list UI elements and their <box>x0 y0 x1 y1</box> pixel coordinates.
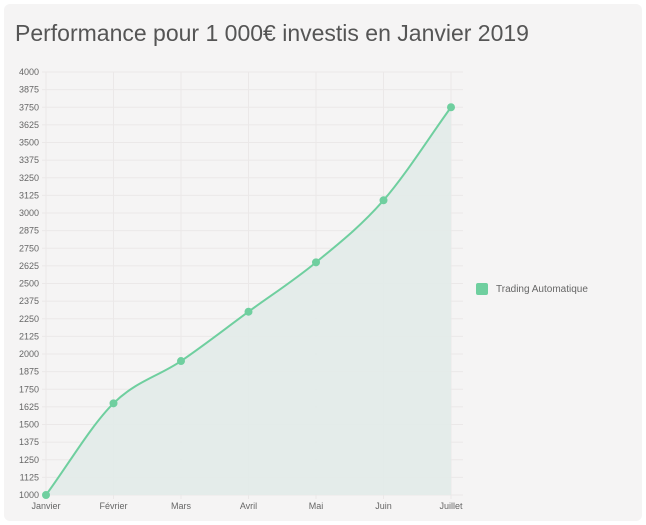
x-tick-label: Mars <box>171 501 191 511</box>
chart-title: Performance pour 1 000€ investis en Janv… <box>15 20 529 46</box>
data-point <box>447 103 455 112</box>
x-tick-label: Juin <box>375 501 392 511</box>
y-tick-label: 3500 <box>19 138 39 148</box>
y-tick-label: 3375 <box>19 155 39 165</box>
y-tick-label: 1375 <box>19 437 39 447</box>
y-tick-label: 3625 <box>19 120 39 130</box>
y-tick-label: 1000 <box>19 490 39 500</box>
x-tick-label: Juillet <box>439 501 463 511</box>
series-area-fill <box>46 107 451 495</box>
legend[interactable]: Trading Automatique <box>476 283 588 295</box>
y-tick-label: 2250 <box>19 314 39 324</box>
y-tick-label: 1625 <box>19 402 39 412</box>
y-tick-label: 1750 <box>19 384 39 394</box>
x-tick-label: Janvier <box>31 501 60 511</box>
y-tick-label: 1250 <box>19 455 39 465</box>
y-tick-label: 3250 <box>19 173 39 183</box>
y-tick-label: 1125 <box>20 472 39 482</box>
y-tick-label: 1875 <box>19 367 39 377</box>
point-layer <box>42 103 455 499</box>
legend-swatch <box>476 283 488 295</box>
legend-label: Trading Automatique <box>496 283 588 295</box>
y-tick-label: 3000 <box>19 208 39 218</box>
y-tick-label: 2500 <box>19 279 39 289</box>
y-tick-label: 3125 <box>19 190 39 200</box>
y-tick-label: 2125 <box>19 331 39 341</box>
y-tick-label: 2375 <box>19 296 39 306</box>
y-tick-label: 1500 <box>19 420 39 430</box>
y-tick-label: 2875 <box>19 226 39 236</box>
y-tick-label: 2750 <box>19 243 39 253</box>
data-point <box>109 399 118 408</box>
data-point <box>177 357 185 366</box>
y-tick-label: 3875 <box>19 85 39 95</box>
y-tick-label: 2625 <box>19 261 39 271</box>
x-tick-label: Mai <box>309 501 324 511</box>
data-point <box>244 307 253 316</box>
y-tick-label: 4000 <box>19 67 39 77</box>
y-tick-label: 3750 <box>19 102 39 112</box>
data-point <box>379 196 388 205</box>
y-tick-label: 2000 <box>19 349 39 359</box>
y-axis-labels: 1000 1125 1250 1375 1500 1625 1750 1875 2000 2125… <box>19 67 39 500</box>
x-tick-label: Février <box>99 501 127 511</box>
x-tick-label: Avril <box>240 501 257 511</box>
x-axis-labels: Janvier Février Mars Avril Mai Juin Juillet <box>31 501 463 511</box>
data-point <box>42 491 50 499</box>
data-point <box>312 258 320 267</box>
